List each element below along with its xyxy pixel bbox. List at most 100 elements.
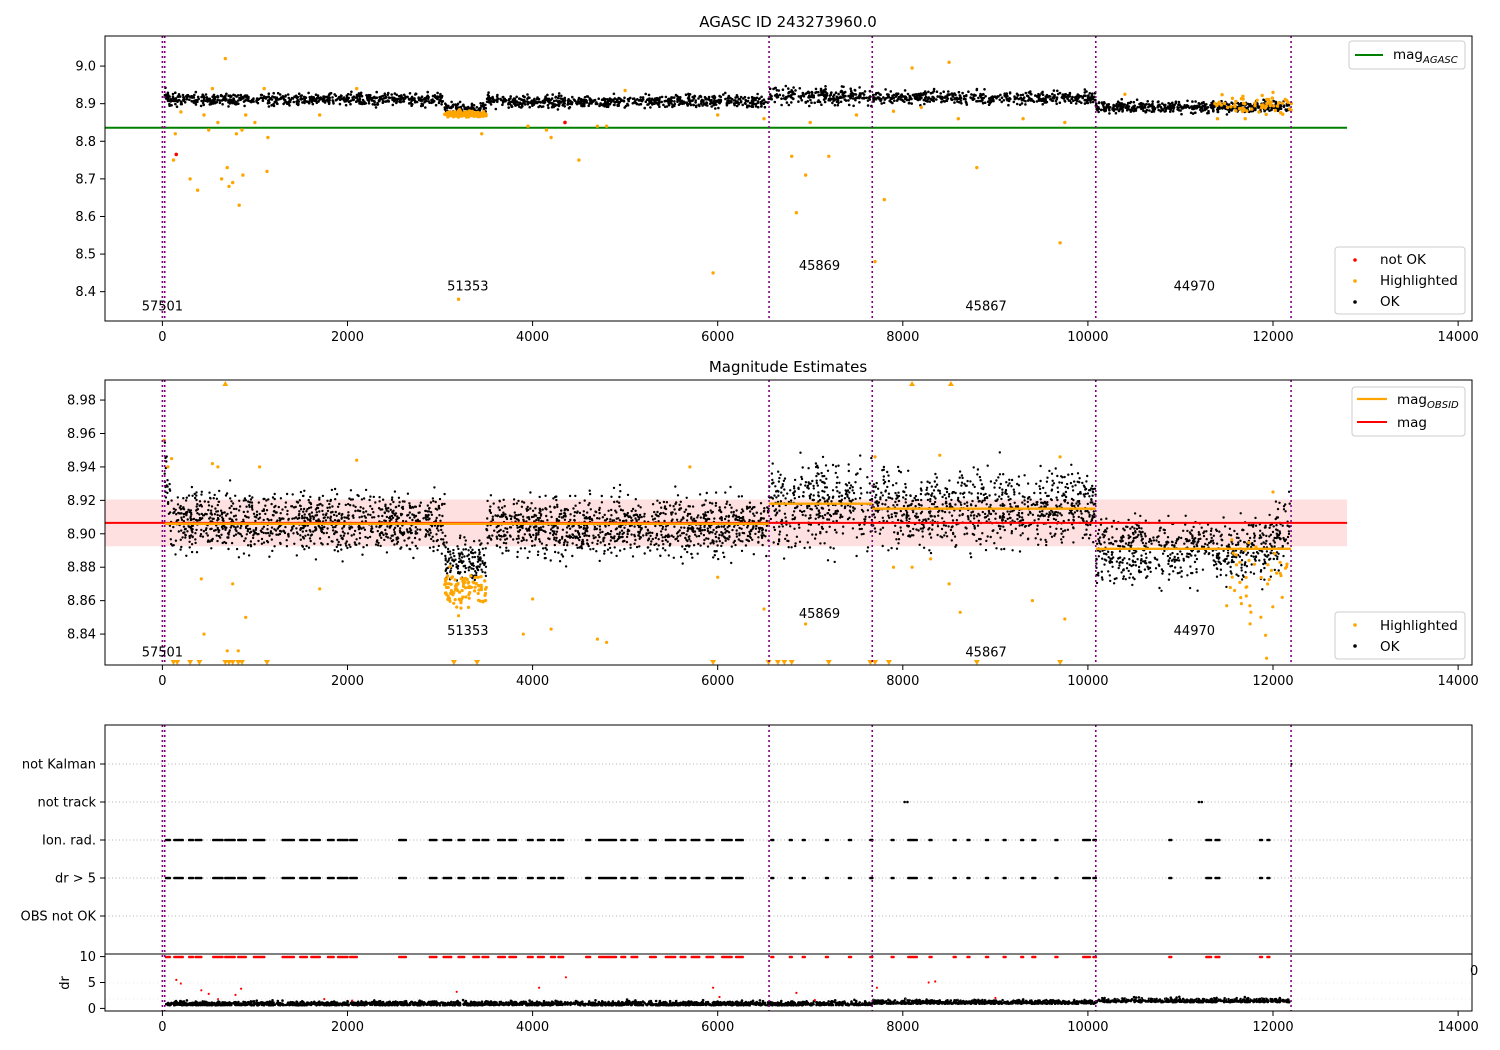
mag-highlighted-points [162,438,1289,660]
legend-highlighted-marker [1353,623,1357,627]
agasc-ok-points [163,84,1291,118]
mag-clipped-low-marker [174,660,181,665]
legend-ok-label: OK [1380,639,1401,655]
mag-clipped-low-marker [825,660,832,665]
not-kalman-marker [1290,762,1293,766]
mag-xtick-label: 0 [158,674,166,689]
mag-xtick-label: 12000 [1252,674,1293,689]
agasc-obsid-labels: 57501 51353 45869 45867 44970 [142,259,1215,315]
mag-ytick-label: 8.88 [67,561,96,576]
agasc-title: AGASC ID 243273960.0 [699,13,877,31]
legend-highlighted-label: Highlighted [1380,273,1458,289]
dr-xtick-label: 10000 [1067,1020,1108,1035]
agasc-obsid-label: 45867 [965,299,1006,314]
legend-box [1334,246,1466,315]
agasc-xtick-label: 10000 [1067,330,1108,345]
legend-mag-label: mag [1397,415,1427,431]
mag-clipped-low-marker [263,660,270,665]
mag-clipped-low-marker [474,660,481,665]
dr-ytick-label: 10 [79,950,96,965]
mag-clipped-low-marker [872,660,879,665]
not-track-marker [903,800,906,804]
mag-title: Magnitude Estimates [709,358,867,376]
agasc-ytick-label: 8.5 [75,248,96,263]
legend-mag-agasc-label: magAGASC [1393,47,1458,66]
mag-obsid-label: 57501 [142,646,183,661]
agasc-legend-upper: magAGASC [1348,40,1466,70]
mag-xtick-label: 4000 [516,674,549,689]
mag-clipped-low-marker [229,660,236,665]
not-track-marker [906,800,909,804]
leftover-tick-label: 0 [1470,964,1478,979]
dr-ylabel: dr [58,976,73,990]
mag-xtick-label: 6000 [701,674,734,689]
mag-obsid-labels: 57501 51353 45869 45867 44970 [142,607,1215,660]
mag-ticks: 0 2000 4000 6000 8000 10000 12000 14000 8.84 8.86… [67,394,1479,689]
mag-obsid-label: 45869 [799,607,840,622]
mag-clipped-high-marker [222,381,229,386]
mag-clipped-low-marker [238,660,245,665]
dr-ytick-label: 5 [88,976,96,991]
mag-xtick-label: 14000 [1437,674,1478,689]
flag-ytick-label: not Kalman [22,758,96,773]
agasc-xtick-label: 2000 [331,330,364,345]
legend-mag-obsid-label: magOBSID [1397,392,1459,411]
flag-ytick-label: dr > 5 [55,872,96,887]
flags-plot-area [105,725,1472,1011]
mag-xtick-label: 2000 [331,674,364,689]
mag-axes-frame [104,379,1473,666]
panel-magnitude-estimates: Magnitude Estimates 0 2000 4000 6000 8000 100… [67,358,1479,689]
mag-ytick-label: 8.84 [67,628,96,643]
dr-xtick-label: 8000 [886,1020,919,1035]
agasc-ticks: 0 2000 4000 6000 8000 10000 12000 14000 8.4 8.5 8.… [75,60,1478,345]
agasc-plot-area [105,36,1472,321]
mag-ytick-label: 8.86 [67,594,96,609]
mag-clipped-low-marker [196,660,203,665]
dr-xtick-label: 4000 [516,1020,549,1035]
mag-ytick-label: 8.92 [67,494,96,509]
agasc-obsid-label: 57501 [142,299,183,314]
flag-ytick-label: Ion. rad. [42,834,96,849]
agasc-data-layer [105,36,1348,321]
mag-clipped-high-marker [947,381,954,386]
mag-ytick-label: 8.94 [67,460,96,475]
mag-clipped-low-marker [788,660,795,665]
mag-data-layer [105,380,1348,665]
agasc-ytick-label: 8.8 [75,135,96,150]
agasc-ytick-label: 9.0 [75,60,96,75]
mag-xtick-label: 10000 [1067,674,1108,689]
not-track-marker [1197,800,1201,804]
dr-points [164,995,1291,1007]
mag-clipped-low-marker [885,660,892,665]
agasc-xtick-label: 4000 [516,330,549,345]
mag-legend-upper: magOBSID mag [1351,386,1466,437]
panel-agasc: AGASC ID 243273960.0 0 2000 4000 6000 8000 10… [75,13,1478,345]
legend-notok-marker [1353,258,1357,262]
mag-obsid-label: 45867 [965,646,1006,661]
mag-clipped-low-marker [973,660,980,665]
dr-xtick-label: 14000 [1437,1020,1478,1035]
legend-notok-label: not OK [1380,252,1427,268]
mag-clipped-low-marker [450,660,457,665]
dr-xtick-label: 12000 [1252,1020,1293,1035]
dr-ytick-label: 0 [88,1002,96,1017]
mag-obsid-label: 51353 [447,624,488,639]
mag-clipped-low-marker [1057,660,1064,665]
mag-legend-lower: Highlighted OK [1334,611,1466,660]
agasc-obsid-label: 45869 [799,259,840,274]
dr-xtick-label: 2000 [331,1020,364,1035]
flag-ytick-label: not track [37,796,96,811]
legend-box [1348,40,1466,70]
agasc-ytick-label: 8.6 [75,210,96,225]
agasc-xtick-label: 14000 [1437,330,1478,345]
mag-clipped-low-marker [774,660,781,665]
mag-clipped-low-marker [187,660,194,665]
mag-obsid-label: 44970 [1174,624,1215,639]
legend-ok-label: OK [1380,294,1401,310]
legend-ok-marker [1353,300,1357,304]
agasc-xtick-label: 12000 [1252,330,1293,345]
mag-xtick-label: 8000 [886,674,919,689]
mag-clipped-low-marker [781,660,788,665]
agasc-obsid-label: 44970 [1174,280,1215,295]
